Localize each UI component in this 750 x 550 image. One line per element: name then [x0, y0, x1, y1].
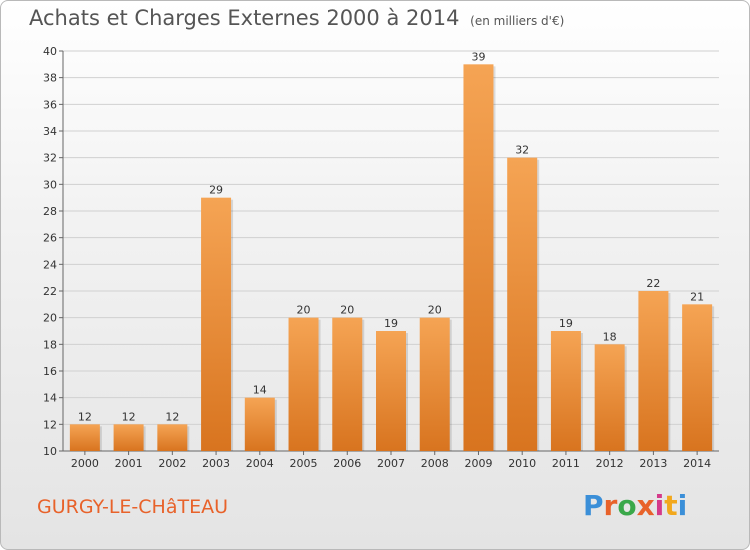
x-tick-label: 2002: [158, 457, 186, 470]
x-tick-label: 2003: [202, 457, 230, 470]
bar: [157, 424, 188, 451]
x-tick-label: 2011: [552, 457, 580, 470]
x-tick-label: 2000: [71, 457, 99, 470]
data-label: 20: [428, 304, 442, 317]
data-label: 18: [603, 330, 617, 343]
data-label: 21: [690, 290, 704, 303]
data-labels: 12 12 12 29 14 20 20 19 20 39 32 19 18 22 21: [78, 50, 704, 423]
data-label: 39: [471, 50, 485, 63]
bars: [69, 64, 715, 452]
x-tick-label: 2014: [683, 457, 711, 470]
data-label: 22: [646, 277, 660, 290]
data-label: 32: [515, 144, 529, 157]
y-tick-label: 24: [43, 258, 57, 271]
x-tick-label: 2013: [639, 457, 667, 470]
y-tick-label: 32: [43, 152, 57, 165]
y-tick-label: 36: [43, 98, 57, 111]
bar: [638, 291, 669, 451]
y-tick-label: 10: [43, 445, 57, 458]
bar: [682, 304, 713, 451]
bar: [201, 197, 232, 451]
bar: [113, 424, 144, 451]
city-name: GURGY-LE-CHâTEAU: [37, 496, 228, 518]
y-tick-label: 26: [43, 232, 57, 245]
logo-letter: i: [654, 489, 665, 522]
y-tick-label: 16: [43, 365, 57, 378]
bar: [594, 344, 625, 451]
x-tick-label: 2007: [377, 457, 405, 470]
bar: [332, 317, 363, 451]
x-tick-label: 2012: [596, 457, 624, 470]
logo-letter: t: [664, 489, 678, 522]
x-tick-label: 2008: [421, 457, 449, 470]
bar: [288, 317, 319, 451]
bar: [550, 331, 581, 451]
data-label: 19: [559, 317, 573, 330]
y-tick-label: 14: [43, 392, 57, 405]
x-tick-label: 2009: [464, 457, 492, 470]
bar: [69, 424, 100, 451]
y-tick-label: 12: [43, 418, 57, 431]
x-tick-label: 2010: [508, 457, 536, 470]
logo-letter: o: [617, 489, 637, 522]
chart-title-text: Achats et Charges Externes 2000 à 2014: [29, 6, 460, 30]
logo-letter: x: [636, 489, 655, 522]
logo-letter: P: [583, 489, 604, 522]
data-label: 20: [340, 304, 354, 317]
data-label: 29: [209, 184, 223, 197]
x-tick-label: 2006: [333, 457, 361, 470]
bar: [376, 331, 406, 451]
x-tick-label: 2001: [115, 457, 143, 470]
y-tick-label: 34: [43, 125, 57, 138]
bar: [419, 317, 450, 451]
data-label: 19: [384, 317, 398, 330]
y-tick-label: 38: [43, 72, 57, 85]
y-tick-label: 28: [43, 205, 57, 218]
bar: [463, 64, 494, 452]
data-label: 12: [122, 410, 136, 423]
bar: [507, 157, 538, 451]
logo-letter: i: [677, 489, 688, 522]
chart-unit: (en milliers d'€): [470, 14, 565, 28]
x-tick-label: 2004: [246, 457, 274, 470]
y-tick-label: 22: [43, 285, 57, 298]
data-label: 20: [297, 304, 311, 317]
y-tick-label: 40: [43, 45, 57, 58]
data-label: 14: [253, 384, 267, 397]
chart-title: Achats et Charges Externes 2000 à 2014 (…: [29, 6, 564, 30]
data-label: 12: [165, 410, 179, 423]
y-tick-label: 18: [43, 338, 57, 351]
bar: [244, 397, 275, 451]
x-tick-label: 2005: [290, 457, 318, 470]
y-tick-label: 30: [43, 178, 57, 191]
y-tick-label: 20: [43, 312, 57, 325]
logo-letter: r: [603, 489, 618, 522]
data-label: 12: [78, 410, 92, 423]
proxiti-logo: Proxiti: [583, 489, 687, 522]
